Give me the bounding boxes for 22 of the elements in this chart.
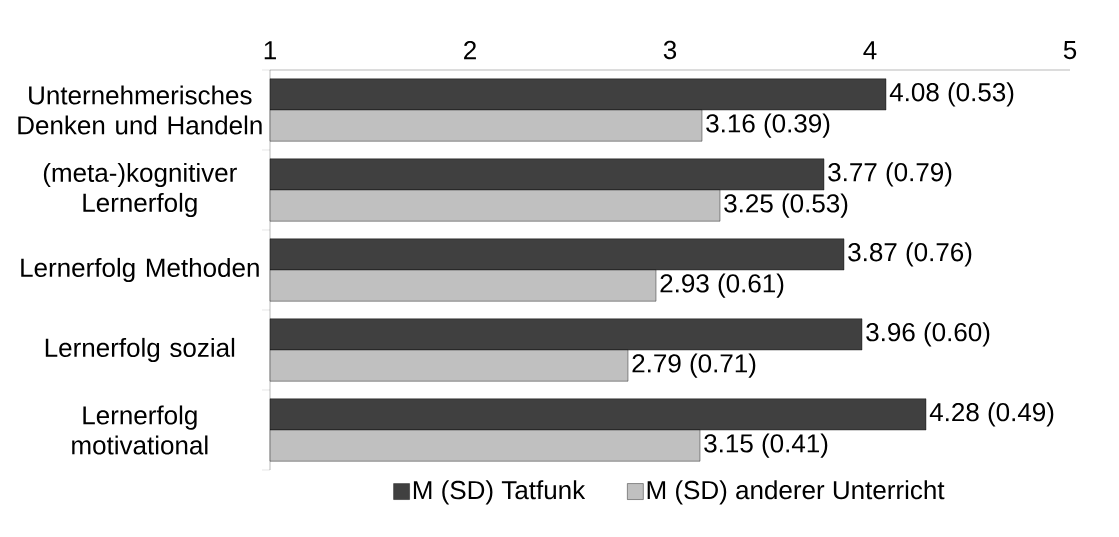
legend-label: M (SD) Tatfunk [413, 480, 586, 505]
y-tick-label: Lernerfolg Methoden [21, 257, 259, 283]
data-label: 3.16 (0.39) [706, 113, 830, 138]
x-tick-label: 3 [663, 40, 677, 60]
x-tick-label: 5 [1063, 40, 1077, 60]
data-label: 3.15 (0.41) [704, 433, 828, 458]
x-tick-label: 2 [464, 40, 476, 60]
data-label: 2.93 (0.61) [660, 273, 784, 298]
data-label: 3.96 (0.60) [866, 322, 990, 347]
data-label: 3.25 (0.53) [724, 193, 848, 218]
data-label: 3.87 (0.76) [848, 242, 972, 267]
x-tick-label: 1 [264, 41, 276, 60]
data-label: 3.77 (0.79) [828, 162, 952, 187]
y-tick-label: Lernerfolg sozial [45, 337, 235, 363]
y-tick-label: (meta-)kognitiver Lernerfolg [43, 162, 237, 218]
data-label: 4.28 (0.49) [929, 402, 1054, 427]
y-tick-label: Unternehmerisches Denken und Handeln [18, 85, 262, 135]
data-label: 2.79 (0.71) [632, 353, 756, 378]
x-tick-label: 4 [863, 41, 877, 60]
y-tick-label: Lernerfolg motivational [72, 405, 208, 455]
legend-label: M (SD) anderer Unterricht [647, 480, 945, 505]
data-label: 4.08 (0.53) [889, 82, 1014, 107]
